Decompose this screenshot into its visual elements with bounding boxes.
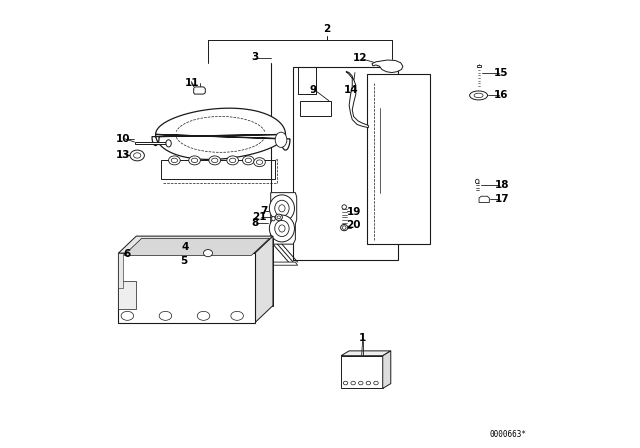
Ellipse shape xyxy=(340,224,348,231)
Polygon shape xyxy=(118,281,136,309)
Polygon shape xyxy=(293,67,398,260)
Ellipse shape xyxy=(168,156,180,165)
Ellipse shape xyxy=(166,140,172,147)
Ellipse shape xyxy=(279,205,285,212)
Polygon shape xyxy=(194,87,205,94)
Ellipse shape xyxy=(134,153,141,158)
Ellipse shape xyxy=(227,156,239,165)
Ellipse shape xyxy=(275,220,289,237)
Ellipse shape xyxy=(243,156,254,165)
Text: 15: 15 xyxy=(494,68,509,78)
Text: 1: 1 xyxy=(359,333,366,343)
Ellipse shape xyxy=(351,381,355,385)
Ellipse shape xyxy=(200,259,204,263)
Ellipse shape xyxy=(474,93,483,98)
Polygon shape xyxy=(372,60,403,73)
Polygon shape xyxy=(255,236,273,323)
Ellipse shape xyxy=(275,132,287,147)
Text: 3: 3 xyxy=(252,52,259,62)
Polygon shape xyxy=(124,238,269,255)
Ellipse shape xyxy=(342,205,346,209)
Polygon shape xyxy=(341,356,383,388)
Ellipse shape xyxy=(257,160,262,164)
Ellipse shape xyxy=(269,195,294,222)
Ellipse shape xyxy=(230,158,236,163)
Polygon shape xyxy=(161,160,275,179)
Text: 12: 12 xyxy=(353,53,367,63)
Ellipse shape xyxy=(271,216,275,221)
Text: 7: 7 xyxy=(260,207,268,216)
Ellipse shape xyxy=(275,200,289,216)
Ellipse shape xyxy=(159,311,172,320)
Polygon shape xyxy=(269,262,298,265)
Ellipse shape xyxy=(231,311,243,320)
Polygon shape xyxy=(136,236,273,306)
Ellipse shape xyxy=(277,216,280,219)
Ellipse shape xyxy=(470,91,488,100)
Polygon shape xyxy=(341,351,391,356)
Text: 18: 18 xyxy=(495,181,509,190)
Ellipse shape xyxy=(121,311,134,320)
Polygon shape xyxy=(383,351,391,388)
Ellipse shape xyxy=(269,215,294,242)
Ellipse shape xyxy=(197,311,210,320)
Polygon shape xyxy=(367,74,430,244)
Polygon shape xyxy=(118,236,273,253)
Ellipse shape xyxy=(476,179,479,184)
Ellipse shape xyxy=(194,246,198,251)
Text: 0000663*: 0000663* xyxy=(489,430,526,439)
Text: 16: 16 xyxy=(494,90,509,100)
Ellipse shape xyxy=(366,381,371,385)
Polygon shape xyxy=(152,108,290,159)
Polygon shape xyxy=(346,72,369,128)
Ellipse shape xyxy=(245,158,252,163)
Text: 14: 14 xyxy=(344,85,358,95)
Ellipse shape xyxy=(253,158,266,167)
Text: 2: 2 xyxy=(323,24,330,34)
Ellipse shape xyxy=(212,158,218,163)
Ellipse shape xyxy=(197,257,206,264)
Ellipse shape xyxy=(130,150,145,161)
Ellipse shape xyxy=(342,226,346,229)
Text: 11: 11 xyxy=(185,78,200,88)
Ellipse shape xyxy=(189,156,200,165)
Text: 9: 9 xyxy=(310,85,317,95)
Text: 17: 17 xyxy=(495,194,509,204)
Ellipse shape xyxy=(279,225,285,232)
Polygon shape xyxy=(300,101,332,116)
Ellipse shape xyxy=(172,158,177,163)
Ellipse shape xyxy=(191,158,198,163)
Polygon shape xyxy=(271,193,297,244)
Ellipse shape xyxy=(204,250,212,257)
Ellipse shape xyxy=(358,381,363,385)
Text: 13: 13 xyxy=(116,150,130,159)
Text: 5: 5 xyxy=(180,256,187,266)
Ellipse shape xyxy=(209,156,221,165)
Polygon shape xyxy=(479,196,490,202)
Polygon shape xyxy=(118,253,123,288)
Text: 8: 8 xyxy=(252,218,259,228)
Text: 10: 10 xyxy=(116,134,130,144)
Ellipse shape xyxy=(343,381,348,385)
Text: 21: 21 xyxy=(252,212,267,222)
Polygon shape xyxy=(136,142,167,144)
Polygon shape xyxy=(118,253,255,323)
Text: 20: 20 xyxy=(346,220,361,230)
Ellipse shape xyxy=(374,381,378,385)
Text: 4: 4 xyxy=(182,242,189,252)
Text: 19: 19 xyxy=(346,207,361,217)
Polygon shape xyxy=(477,65,481,67)
Ellipse shape xyxy=(275,214,282,220)
Text: 6: 6 xyxy=(124,250,131,259)
